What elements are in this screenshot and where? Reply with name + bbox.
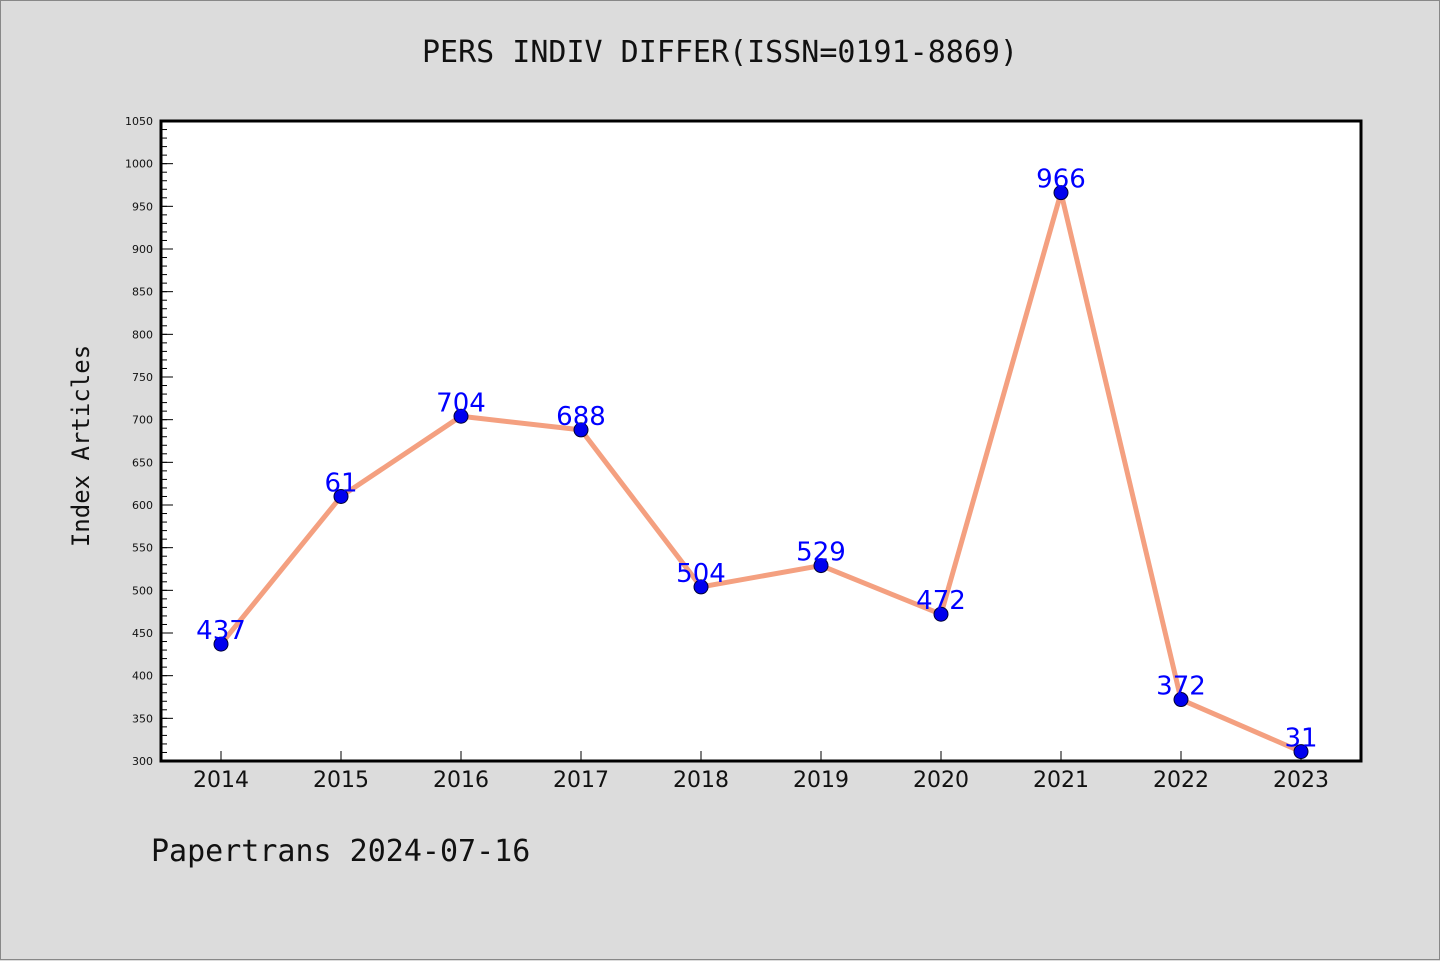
x-tick-label: 2014	[193, 768, 249, 793]
plot-background	[161, 121, 1361, 761]
y-tick-label: 1000	[125, 158, 153, 171]
series-line	[218, 190, 1304, 755]
x-tick-label: 2016	[433, 768, 489, 793]
y-tick-label: 900	[132, 243, 153, 256]
y-tick-label: 750	[132, 371, 153, 384]
data-point	[693, 579, 709, 595]
x-tick-label: 2019	[793, 768, 849, 793]
plot-frame	[159, 119, 1363, 763]
y-tick-label: 950	[132, 200, 153, 213]
data-point	[333, 488, 349, 504]
y-tick-label: 1050	[125, 115, 153, 128]
data-label: 372	[1156, 672, 1206, 702]
x-tick-label: 2020	[913, 768, 969, 793]
x-tick-label: 2021	[1033, 768, 1089, 793]
y-tick-label: 800	[132, 328, 153, 341]
footer-text: Papertrans 2024-07-16	[151, 834, 531, 869]
chart-title: PERS INDIV DIFFER(ISSN=0191-8869)	[421, 35, 1019, 70]
y-tick-label: 700	[132, 414, 153, 427]
y-tick-label: 400	[132, 670, 153, 683]
data-label: 529	[796, 538, 846, 568]
y-tick-label: 450	[132, 627, 153, 640]
data-label: 704	[436, 388, 486, 418]
y-tick-label: 550	[132, 542, 153, 555]
x-tick-label: 2023	[1273, 768, 1329, 793]
data-label: 472	[916, 586, 966, 616]
x-tick-label: 2015	[313, 768, 369, 793]
y-tick-label: 300	[132, 755, 153, 768]
data-point	[813, 558, 829, 574]
data-label: 688	[556, 402, 606, 432]
data-point	[1173, 692, 1189, 708]
data-point	[573, 422, 589, 438]
data-point	[1293, 744, 1309, 760]
data-point	[453, 408, 469, 424]
data-point	[933, 606, 949, 622]
y-tick-label: 650	[132, 456, 153, 469]
data-point	[1053, 185, 1069, 201]
data-point	[213, 636, 229, 652]
x-tick-label: 2017	[553, 768, 609, 793]
y-tick-label: 850	[132, 286, 153, 299]
x-tick-label: 2022	[1153, 768, 1209, 793]
y-tick-label: 600	[132, 499, 153, 512]
data-label: 61	[324, 468, 357, 498]
x-tick-label: 2018	[673, 768, 729, 793]
y-tick-label: 500	[132, 584, 153, 597]
data-label: 966	[1036, 165, 1086, 195]
data-label: 437	[196, 616, 246, 646]
y-tick-label: 350	[132, 712, 153, 725]
data-label: 504	[676, 559, 726, 589]
data-label: 31	[1284, 724, 1317, 754]
